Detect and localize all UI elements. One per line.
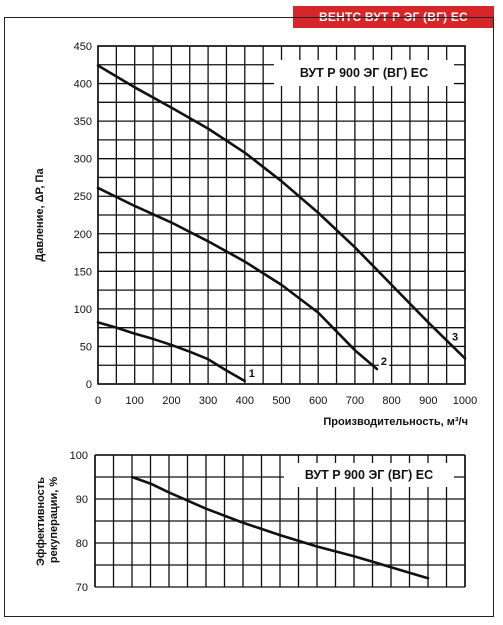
pressure-y-tick-label: 150 bbox=[74, 266, 92, 278]
efficiency-y-tick-label: 80 bbox=[76, 538, 88, 550]
pressure-x-axis-label: Производительность, м³/ч bbox=[323, 416, 468, 428]
efficiency-chart-title: ВУТ Р 900 ЭГ (ВГ) ЕС bbox=[305, 468, 433, 482]
pressure-grid bbox=[97, 45, 466, 385]
pressure-x-tick-label: 400 bbox=[236, 395, 254, 407]
pressure-curve-3 bbox=[96, 64, 467, 360]
pressure-x-tick-label: 800 bbox=[382, 395, 400, 407]
efficiency-y-axis-label: Эффективность рекуперации, % bbox=[35, 474, 60, 566]
pressure-curve-2 bbox=[96, 186, 379, 371]
pressure-x-tick-label: 900 bbox=[419, 395, 437, 407]
pressure-y-tick-label: 350 bbox=[74, 116, 92, 128]
pressure-curves bbox=[96, 64, 467, 383]
pressure-y-tick-label: 300 bbox=[74, 154, 92, 166]
efficiency-y-tick-label: 90 bbox=[76, 494, 88, 506]
pressure-curve-label-bg bbox=[450, 330, 460, 343]
pressure-chart-title: ВУТ Р 900 ЭГ (ВГ) ЕС bbox=[300, 66, 428, 80]
pressure-x-ticks: 0 100 200 300 400 500 600 700 800 900 1000 bbox=[95, 395, 477, 407]
efficiency-y-tick-label: 70 bbox=[76, 582, 88, 594]
efficiency-curve-line bbox=[130, 475, 430, 580]
efficiency-y-tick-label: 100 bbox=[70, 450, 88, 462]
pressure-y-tick-label: 250 bbox=[74, 191, 92, 203]
pressure-y-tick-label: 400 bbox=[74, 79, 92, 91]
pressure-y-axis-label: Давление, ΔP, Па bbox=[34, 168, 46, 262]
pressure-x-tick-label: 0 bbox=[95, 395, 101, 407]
pressure-x-tick-label: 200 bbox=[162, 395, 180, 407]
pressure-curve-labels: 1 2 3 bbox=[246, 330, 460, 380]
pressure-y-tick-label: 200 bbox=[74, 229, 92, 241]
efficiency-title-box bbox=[284, 463, 454, 487]
pressure-x-tick-label: 500 bbox=[272, 395, 290, 407]
pressure-y-tick-label: 50 bbox=[80, 341, 92, 353]
pressure-x-tick-label: 1000 bbox=[453, 395, 477, 407]
efficiency-y-axis-label-line1: Эффективность bbox=[35, 477, 47, 566]
pressure-y-tick-label: 0 bbox=[86, 379, 92, 391]
chart-frame bbox=[4, 17, 494, 617]
pressure-curve-label-3: 3 bbox=[452, 331, 458, 343]
pressure-curve-1 bbox=[96, 321, 247, 383]
pressure-x-tick-label: 600 bbox=[309, 395, 327, 407]
pressure-x-tick-label: 100 bbox=[126, 395, 144, 407]
efficiency-y-ticks: 70 80 90 100 bbox=[70, 450, 88, 594]
pressure-x-tick-label: 300 bbox=[199, 395, 217, 407]
pressure-curve-label-1: 1 bbox=[249, 368, 255, 380]
pressure-curve-label-2: 2 bbox=[381, 356, 387, 368]
pressure-title-box bbox=[274, 60, 454, 86]
efficiency-curve bbox=[130, 475, 430, 580]
pressure-y-tick-label: 100 bbox=[74, 304, 92, 316]
pressure-curve-label-bg bbox=[246, 366, 257, 379]
efficiency-y-axis-label-line2: рекуперации, % bbox=[48, 477, 60, 563]
pressure-y-ticks: 0 50 100 150 200 250 300 350 400 450 bbox=[74, 41, 92, 391]
pressure-y-tick-label: 450 bbox=[74, 41, 92, 53]
pressure-curve-label-bg bbox=[378, 354, 389, 367]
pressure-x-tick-label: 700 bbox=[346, 395, 364, 407]
